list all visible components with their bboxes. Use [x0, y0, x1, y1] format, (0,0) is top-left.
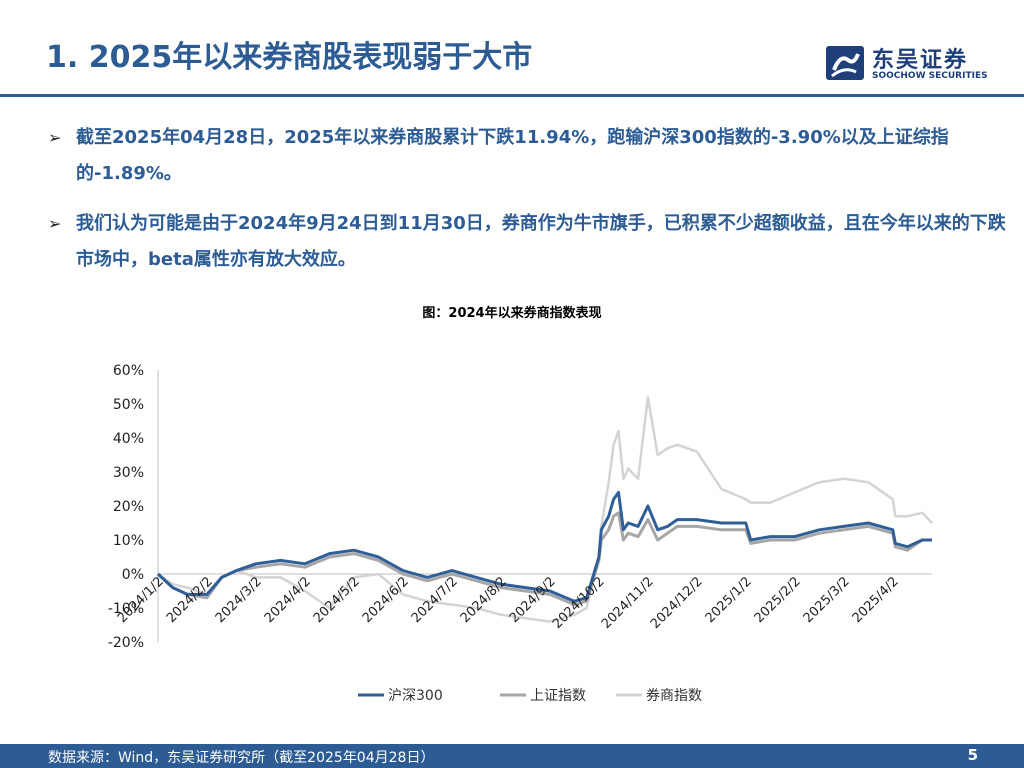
bullet-arrow-icon: ➢	[48, 214, 62, 233]
chart-title: 图：2024年以来券商指数表现	[422, 306, 602, 321]
legend-label: 上证指数	[530, 688, 586, 704]
page-number: 5	[967, 746, 978, 764]
x-tick-label: 2024/6/2	[360, 574, 412, 626]
x-tick-label: 2025/3/2	[801, 574, 853, 626]
y-tick-label: -20%	[108, 635, 144, 651]
y-tick-label: 60%	[113, 363, 144, 379]
x-tick-label: 2024/3/2	[213, 574, 265, 626]
series-line-1	[156, 511, 932, 607]
bullet-arrow-icon: ➢	[48, 128, 62, 147]
y-tick-label: 10%	[113, 533, 144, 549]
x-tick-label: 2025/4/2	[850, 574, 902, 626]
x-tick-label: 2025/2/2	[752, 574, 804, 626]
x-tick-label: 2024/12/2	[648, 574, 706, 632]
bullet-text: 截至2025年04月28日，2025年以来券商股累计下跌11.94%，跑输沪深3…	[76, 127, 949, 184]
logo-chinese-name: 东吴证券	[872, 48, 969, 73]
series-line-2	[157, 395, 933, 623]
logo-english-name: SOOCHOW SECURITIES	[872, 71, 988, 81]
line-chart: 60%50%40%30%20%10%0%-10%-20%2024/1/22024…	[108, 363, 933, 704]
bullet-item: ➢ 我们认为可能是由于2024年9月24日到11月30日，券商作为牛市旗手，已积…	[48, 206, 1008, 278]
x-tick-label: 2024/10/2	[550, 574, 608, 632]
y-tick-label: 0%	[122, 567, 144, 583]
bullet-list: ➢ 截至2025年04月28日，2025年以来券商股累计下跌11.94%，跑输沪…	[48, 120, 1008, 292]
bullet-text: 我们认为可能是由于2024年9月24日到11月30日，券商作为牛市旗手，已积累不…	[76, 213, 1006, 270]
footer-bar: 数据来源：Wind，东吴证券研究所（截至2025年04月28日） 5	[0, 744, 1024, 768]
data-source: 数据来源：Wind，东吴证券研究所（截至2025年04月28日）	[48, 750, 435, 766]
legend-label: 券商指数	[646, 688, 702, 704]
page-title: 1. 2025年以来券商股表现弱于大市	[46, 40, 533, 75]
y-tick-label: 20%	[113, 499, 144, 515]
y-tick-label: 40%	[113, 431, 144, 447]
x-tick-label: 2024/11/2	[599, 574, 657, 632]
logo-mark-icon	[826, 46, 864, 80]
bullet-item: ➢ 截至2025年04月28日，2025年以来券商股累计下跌11.94%，跑输沪…	[48, 120, 1008, 192]
series-line-0	[156, 490, 932, 603]
x-tick-label: 2025/1/2	[703, 574, 755, 626]
legend-label: 沪深300	[388, 688, 443, 704]
brand-logo: 东吴证券 SOOCHOW SECURITIES	[826, 44, 988, 84]
y-tick-label: -10%	[108, 601, 144, 617]
y-tick-label: 30%	[113, 465, 144, 481]
y-tick-label: 50%	[113, 397, 144, 413]
x-tick-label: 2024/7/2	[409, 574, 461, 626]
header-divider	[0, 94, 1024, 97]
